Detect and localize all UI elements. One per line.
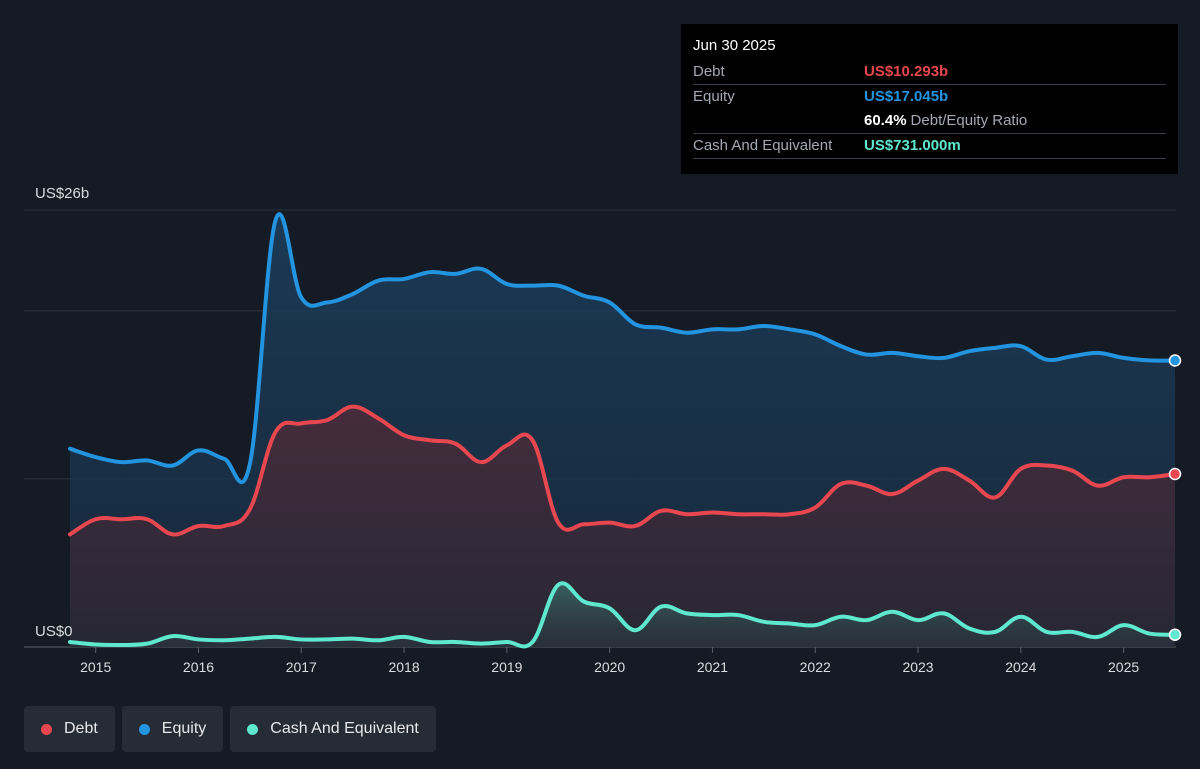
data-tooltip: Jun 30 2025 Debt US$10.293b Equity US$17… [681, 24, 1178, 174]
tooltip-row-debt: Debt US$10.293b [693, 60, 1166, 85]
series-lines [68, 212, 1177, 649]
tooltip-equity-value: US$17.045b [864, 88, 949, 105]
series-endpoints [1168, 354, 1182, 641]
x-tick-label-2019: 2019 [491, 659, 522, 675]
x-tick-label-2018: 2018 [388, 659, 419, 675]
tooltip-cash-value: US$731.000m [864, 137, 961, 154]
legend-debt-label: Debt [64, 720, 98, 737]
x-tick-label-2022: 2022 [800, 659, 831, 675]
cash-dot-icon [247, 723, 259, 735]
legend-item-equity[interactable]: Equity [121, 706, 224, 752]
x-tick-label-2015: 2015 [80, 659, 111, 675]
x-tick-label-2017: 2017 [286, 659, 317, 675]
tooltip-row-equity: Equity US$17.045b [693, 85, 1166, 109]
tooltip-row-ratio: 60.4% Debt/Equity Ratio [693, 109, 1166, 134]
tooltip-ratio-value: 60.4% [864, 112, 907, 129]
cash-area [70, 583, 1175, 647]
cash-line [68, 581, 1177, 649]
debt-dot-icon [41, 723, 52, 735]
x-tick-label-2023: 2023 [902, 659, 933, 675]
debt-endpoint [1168, 467, 1182, 481]
tooltip-equity-label: Equity [693, 88, 735, 105]
tooltip-cash-label: Cash And Equivalent [693, 137, 833, 154]
tooltip-debt-value: US$10.293b [864, 63, 949, 80]
tooltip-ratio-spacer [693, 109, 864, 133]
x-tick-label-2025: 2025 [1108, 659, 1139, 675]
cash-endpoint [1168, 628, 1182, 641]
x-tick-label-2020: 2020 [594, 659, 625, 675]
x-axis-ticks: 2015 2016 2017 2018 2019 2020 2021 2022 2023 2024… [80, 647, 1139, 675]
tooltip-row-cash: Cash And Equivalent US$731.000m [693, 134, 1166, 159]
debt-line [68, 404, 1177, 537]
legend-item-debt[interactable]: Debt [24, 706, 115, 752]
equity-endpoint [1168, 354, 1182, 367]
x-tick-label-2016: 2016 [183, 659, 214, 675]
tooltip-date: Jun 30 2025 [693, 37, 776, 54]
legend-item-cash[interactable]: Cash And Equivalent [230, 706, 436, 752]
y-axis-top-label: US$26b [35, 185, 89, 202]
legend-cash-label: Cash And Equivalent [270, 720, 419, 737]
equity-dot-icon [138, 723, 150, 735]
equity-line [68, 212, 1177, 485]
y-axis-bottom-label: US$0 [35, 623, 73, 640]
chart-legend: Debt Equity Cash And Equivalent [24, 706, 436, 752]
tooltip-ratio-label: Debt/Equity Ratio [910, 112, 1028, 129]
series-areas [70, 214, 1175, 647]
x-tick-label-2021: 2021 [697, 659, 728, 675]
legend-equity-label: Equity [161, 720, 207, 737]
x-tick-label-2024: 2024 [1005, 659, 1036, 675]
tooltip-debt-label: Debt [693, 63, 725, 80]
